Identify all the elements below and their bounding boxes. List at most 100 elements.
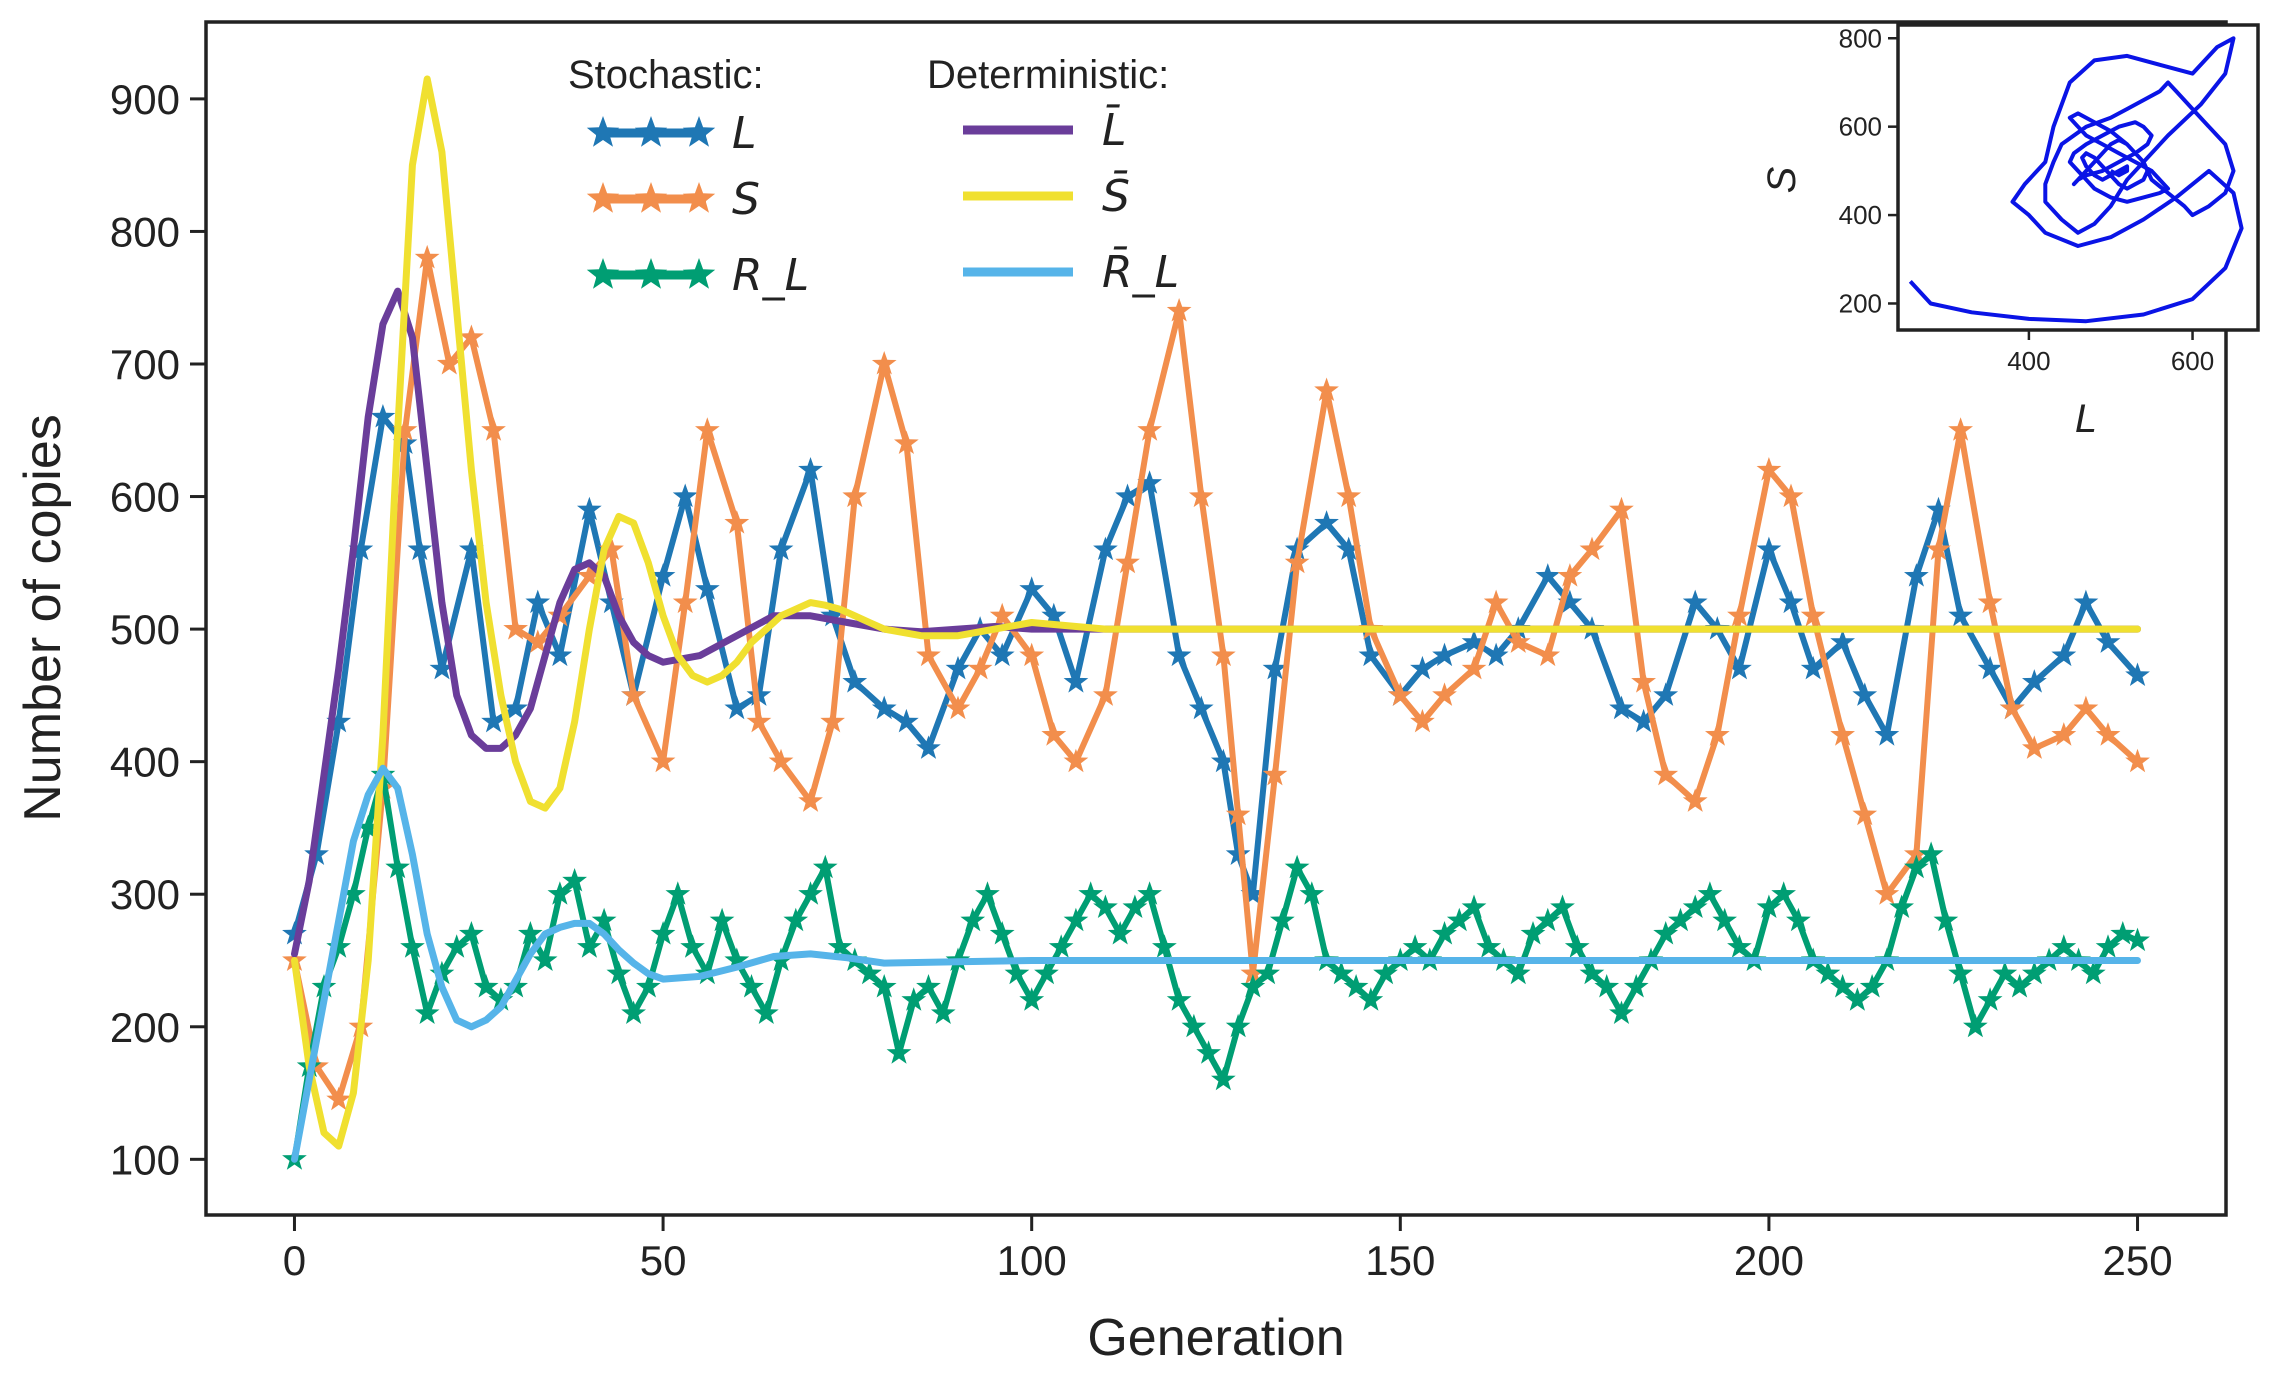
data-point-R_L — [1299, 881, 1325, 905]
data-point-R_L — [1992, 960, 2018, 985]
data-point-L — [1852, 682, 1878, 706]
data-point-S — [1948, 417, 1973, 441]
data-point-R_L — [2080, 960, 2106, 985]
data-point-S — [1926, 536, 1951, 561]
inset-y-tick-label: 600 — [1839, 112, 1882, 142]
legend-star-marker — [682, 182, 716, 213]
data-point-S — [1284, 549, 1310, 574]
data-point-R_L — [591, 907, 617, 932]
data-point-L — [2095, 629, 2121, 653]
data-point-R_L — [1343, 974, 1369, 998]
data-point-L — [282, 921, 307, 945]
data-point-S — [1904, 841, 1929, 865]
data-point-L — [1653, 682, 1679, 706]
data-point-L — [1115, 483, 1140, 508]
data-point-S — [1609, 496, 1634, 521]
legend-star-marker — [682, 116, 716, 147]
data-point-S — [1240, 960, 1266, 985]
data-point-R_L — [606, 960, 632, 985]
data-point-S — [1115, 549, 1140, 574]
data-point-L — [1535, 563, 1561, 587]
legend-header-deterministic: Deterministic: — [927, 53, 1169, 97]
data-point-S — [967, 655, 993, 680]
inset-plot-frame — [1896, 23, 2260, 332]
legend: Stochastic: Deterministic: L S R_L L̄ S̄… — [568, 53, 1179, 301]
data-point-L — [945, 655, 971, 680]
data-point-S — [2051, 722, 2077, 746]
data-point-S — [1188, 483, 1214, 508]
inset-x-tick-label: 600 — [2171, 346, 2214, 376]
data-point-R_L — [1432, 921, 1457, 945]
data-point-S — [1977, 589, 2003, 614]
data-point-R_L — [1122, 894, 1148, 918]
data-point-R_L — [1535, 907, 1561, 932]
data-point-L — [348, 536, 374, 561]
data-point-R_L — [2007, 974, 2032, 998]
data-point-R_L — [1329, 960, 1354, 985]
data-point-L — [1778, 589, 1804, 614]
data-point-R_L — [1623, 974, 1649, 998]
legend-header-stochastic: Stochastic: — [568, 53, 764, 97]
data-point-R_L — [650, 921, 676, 945]
main-series-layer — [282, 75, 2150, 1170]
data-point-L — [1019, 576, 1045, 600]
data-point-L — [672, 483, 698, 508]
legend-stars-S — [586, 182, 716, 213]
data-point-R_L — [1697, 881, 1723, 905]
data-point-S — [916, 642, 941, 667]
y-tick-label: 200 — [110, 1004, 180, 1051]
data-point-R_L — [326, 934, 352, 958]
data-point-S — [599, 536, 624, 561]
data-point-R_L — [827, 934, 853, 958]
data-point-L — [1093, 536, 1118, 561]
inset-series-layer — [1908, 36, 2244, 324]
data-point-L — [2051, 642, 2077, 667]
data-point-L — [1225, 841, 1251, 865]
data-point-L — [2125, 662, 2150, 686]
data-point-R_L — [1918, 841, 1944, 865]
data-point-S — [1756, 457, 1782, 481]
data-point-S — [1778, 483, 1804, 508]
data-point-L — [577, 496, 602, 521]
data-point-R_L — [1461, 894, 1487, 918]
data-point-R_L — [665, 881, 691, 905]
data-point-R_L — [2095, 934, 2121, 958]
legend-star-marker — [634, 258, 668, 289]
x-tick-label: 250 — [2102, 1237, 2172, 1284]
data-point-L — [1041, 602, 1067, 627]
data-point-R_L — [1270, 907, 1295, 932]
data-point-L — [2073, 589, 2099, 614]
data-point-L — [1188, 695, 1214, 720]
x-tick-label: 50 — [640, 1237, 687, 1284]
data-point-L — [1063, 669, 1089, 693]
data-point-S — [459, 324, 484, 348]
data-point-S — [1410, 708, 1435, 733]
data-point-R_L — [1211, 1066, 1236, 1091]
data-point-R_L — [636, 974, 661, 998]
x-tick-label: 200 — [1734, 1237, 1804, 1284]
data-point-L — [547, 642, 573, 667]
data-point-S — [1336, 483, 1362, 508]
legend-label-RL: R_L — [732, 250, 809, 301]
data-point-S — [672, 589, 698, 614]
data-point-L — [1461, 629, 1487, 653]
data-point-S — [2125, 748, 2150, 773]
data-point-R_L — [1712, 907, 1737, 932]
data-point-R_L — [1166, 987, 1192, 1011]
data-point-R_L — [1048, 934, 1074, 958]
data-point-L — [871, 695, 897, 720]
legend-star-marker — [586, 116, 620, 147]
data-point-R_L — [1093, 894, 1118, 918]
data-point-R_L — [1579, 960, 1605, 985]
data-point-R_L — [1240, 974, 1266, 998]
data-point-R_L — [577, 934, 602, 958]
data-point-R_L — [488, 987, 514, 1011]
data-point-L — [370, 404, 396, 428]
data-point-R_L — [1019, 987, 1045, 1011]
data-point-R_L — [1889, 894, 1914, 918]
x-tick-label: 100 — [997, 1237, 1067, 1284]
data-point-L — [1800, 655, 1826, 680]
data-point-L — [916, 735, 941, 759]
inset-chart: 400 600 200 400 600 800 L S — [1760, 23, 2260, 441]
